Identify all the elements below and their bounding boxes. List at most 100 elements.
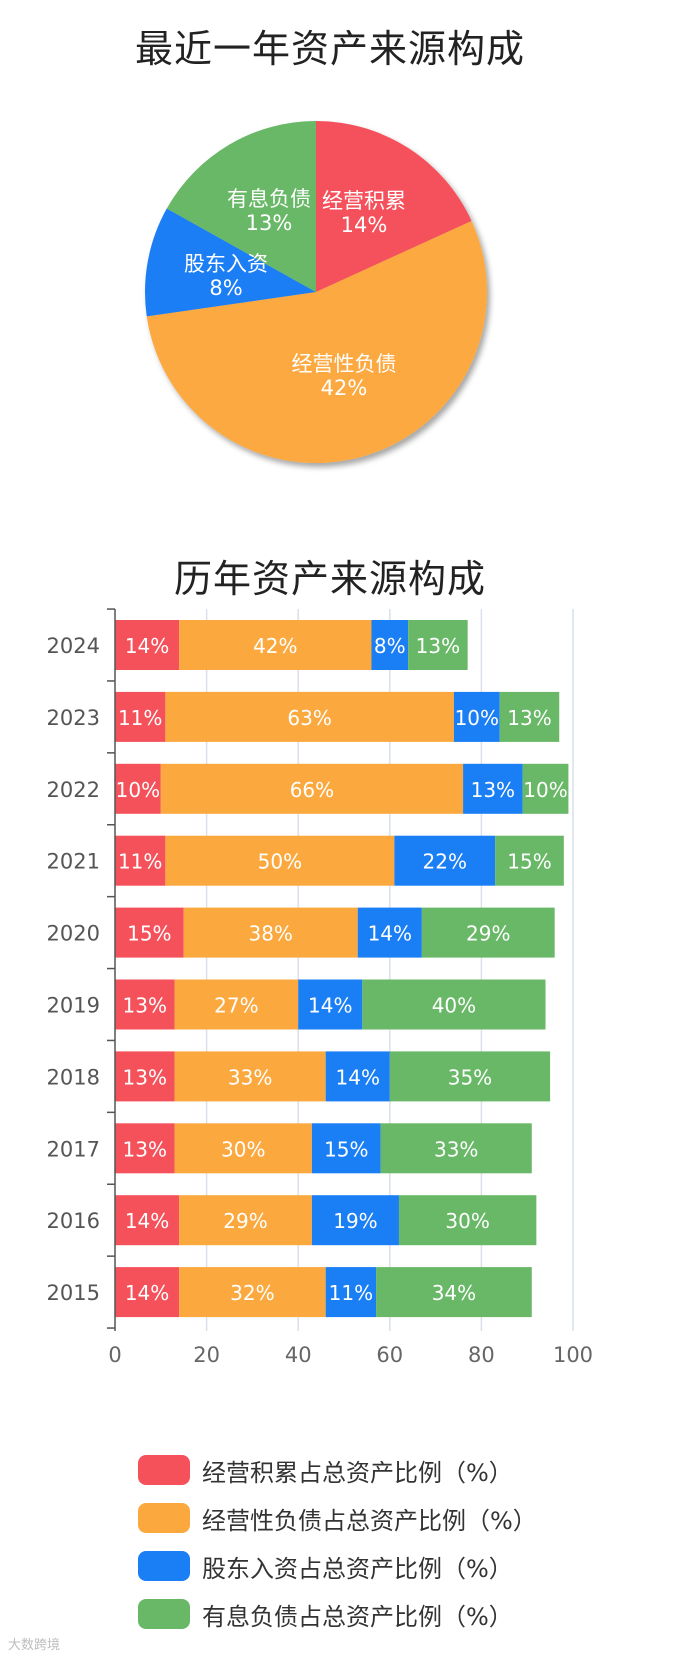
bar-data-label: 10%: [116, 778, 160, 802]
bar-chart: 14% 42% 8% 13% 11% 63% 10% 13% 10% 66% 13% 10% 11% 50…: [115, 620, 569, 1318]
pie-slice-label: 经营性负债: [292, 352, 397, 376]
pie-slice-value: 8%: [209, 276, 242, 300]
y-tick-label: 2019: [47, 994, 100, 1018]
bar-segment[interactable]: [165, 691, 454, 742]
bar-data-label: 35%: [448, 1065, 492, 1089]
bar-data-label: 13%: [123, 1065, 167, 1089]
bar-segment[interactable]: [115, 1267, 180, 1318]
bar-segment[interactable]: [115, 763, 161, 814]
bar-segment[interactable]: [325, 1051, 390, 1102]
pie-slice[interactable]: [146, 220, 488, 464]
legend-item-interest-debt[interactable]: 有息负债占总资产比例（%）: [138, 1590, 537, 1638]
legend-item-operating-liability[interactable]: 经营性负债占总资产比例（%）: [138, 1494, 537, 1542]
bar-data-label: 29%: [223, 1209, 267, 1233]
y-tick-label: 2020: [47, 922, 100, 946]
bar-data-label: 33%: [434, 1137, 478, 1161]
bar-segment[interactable]: [179, 620, 372, 670]
bar-segment[interactable]: [371, 620, 409, 670]
bar-data-label: 66%: [290, 778, 334, 802]
bar-segment[interactable]: [115, 691, 166, 742]
bar-segment[interactable]: [311, 1195, 399, 1246]
x-tick-label: 80: [468, 1343, 495, 1367]
bar-segment[interactable]: [115, 979, 175, 1030]
bar-segment[interactable]: [174, 1123, 312, 1174]
bar-segment[interactable]: [179, 1195, 312, 1246]
bar-legend: 经营积累占总资产比例（%） 经营性负债占总资产比例（%） 股东入资占总资产比例（…: [138, 1446, 537, 1638]
bar-segment[interactable]: [174, 979, 299, 1030]
bar-segment[interactable]: [311, 1123, 381, 1174]
bar-segment[interactable]: [499, 691, 560, 742]
bar-segment[interactable]: [522, 763, 569, 814]
bar-data-label: 19%: [333, 1209, 377, 1233]
pie-slice-value: 13%: [246, 211, 293, 235]
y-tick-label: 2018: [47, 1065, 100, 1089]
legend-swatch-operating-liability: [138, 1503, 190, 1533]
bar-segment[interactable]: [298, 979, 363, 1030]
bar-data-label: 13%: [416, 634, 460, 658]
bar-data-label: 32%: [230, 1281, 274, 1305]
bar-data-label: 63%: [287, 706, 331, 730]
bar-segment[interactable]: [463, 763, 523, 814]
bar-data-label: 30%: [221, 1137, 265, 1161]
bar-data-label: 8%: [374, 634, 406, 658]
bar-data-label: 33%: [228, 1065, 272, 1089]
bar-data-label: 11%: [329, 1281, 373, 1305]
bar-data-label: 42%: [253, 634, 297, 658]
bar-segment[interactable]: [362, 979, 546, 1030]
pie-slice[interactable]: [145, 208, 316, 317]
bar-segment[interactable]: [115, 907, 184, 958]
bar-data-label: 14%: [125, 1281, 169, 1305]
legend-item-retained[interactable]: 经营积累占总资产比例（%）: [138, 1446, 537, 1494]
legend-label-retained: 经营积累占总资产比例（%）: [202, 1458, 513, 1487]
bar-segment[interactable]: [174, 1051, 326, 1102]
bar-segment[interactable]: [325, 1267, 377, 1318]
pie-slice-label: 有息负债: [227, 187, 311, 211]
pie-slice-value: 14%: [341, 213, 388, 237]
legend-label-operating-liability: 经营性负债占总资产比例（%）: [202, 1506, 537, 1535]
bar-segment[interactable]: [115, 1051, 175, 1102]
bar-segment[interactable]: [357, 907, 422, 958]
bar-segment[interactable]: [376, 1267, 532, 1318]
legend-label-shareholder: 股东入资占总资产比例（%）: [202, 1554, 513, 1583]
y-tick-label: 2022: [47, 778, 100, 802]
x-tick-label: 100: [553, 1343, 593, 1367]
x-tick-label: 40: [285, 1343, 312, 1367]
bar-segment[interactable]: [408, 620, 468, 670]
bar-segment[interactable]: [394, 835, 496, 886]
bar-segment[interactable]: [495, 835, 564, 886]
y-tick-label: 2017: [47, 1137, 100, 1161]
bar-segment[interactable]: [380, 1123, 532, 1174]
pie-slice-label: 股东入资: [184, 252, 268, 276]
bar-data-label: 10%: [455, 706, 499, 730]
bar-segment[interactable]: [115, 620, 180, 670]
bar-segment[interactable]: [179, 1267, 326, 1318]
bar-data-label: 10%: [523, 778, 567, 802]
pie-slice-value: 42%: [321, 376, 368, 400]
legend-item-shareholder[interactable]: 股东入资占总资产比例（%）: [138, 1542, 537, 1590]
bar-segment[interactable]: [165, 835, 395, 886]
legend-swatch-shareholder: [138, 1551, 190, 1581]
bar-segment[interactable]: [183, 907, 358, 958]
bar-segment[interactable]: [115, 1123, 175, 1174]
y-tick-label: 2016: [47, 1209, 100, 1233]
bar-data-label: 15%: [507, 850, 551, 874]
bar-data-label: 13%: [123, 994, 167, 1018]
bar-data-label: 15%: [324, 1137, 368, 1161]
bar-data-label: 14%: [125, 1209, 169, 1233]
pie-slice[interactable]: [166, 120, 316, 292]
bar-segment[interactable]: [115, 1195, 180, 1246]
bar-segment[interactable]: [160, 763, 464, 814]
bar-data-label: 50%: [258, 850, 302, 874]
bar-segment[interactable]: [453, 691, 500, 742]
bar-data-label: 13%: [471, 778, 515, 802]
pie-slice-label: 经营积累: [322, 189, 406, 213]
bar-segment[interactable]: [398, 1195, 537, 1246]
bar-segment[interactable]: [421, 907, 555, 958]
bar-segment[interactable]: [389, 1051, 551, 1102]
pie-slice[interactable]: [316, 121, 472, 292]
bar-segment[interactable]: [115, 835, 166, 886]
pie-chart: [145, 120, 488, 464]
legend-swatch-retained: [138, 1455, 190, 1485]
